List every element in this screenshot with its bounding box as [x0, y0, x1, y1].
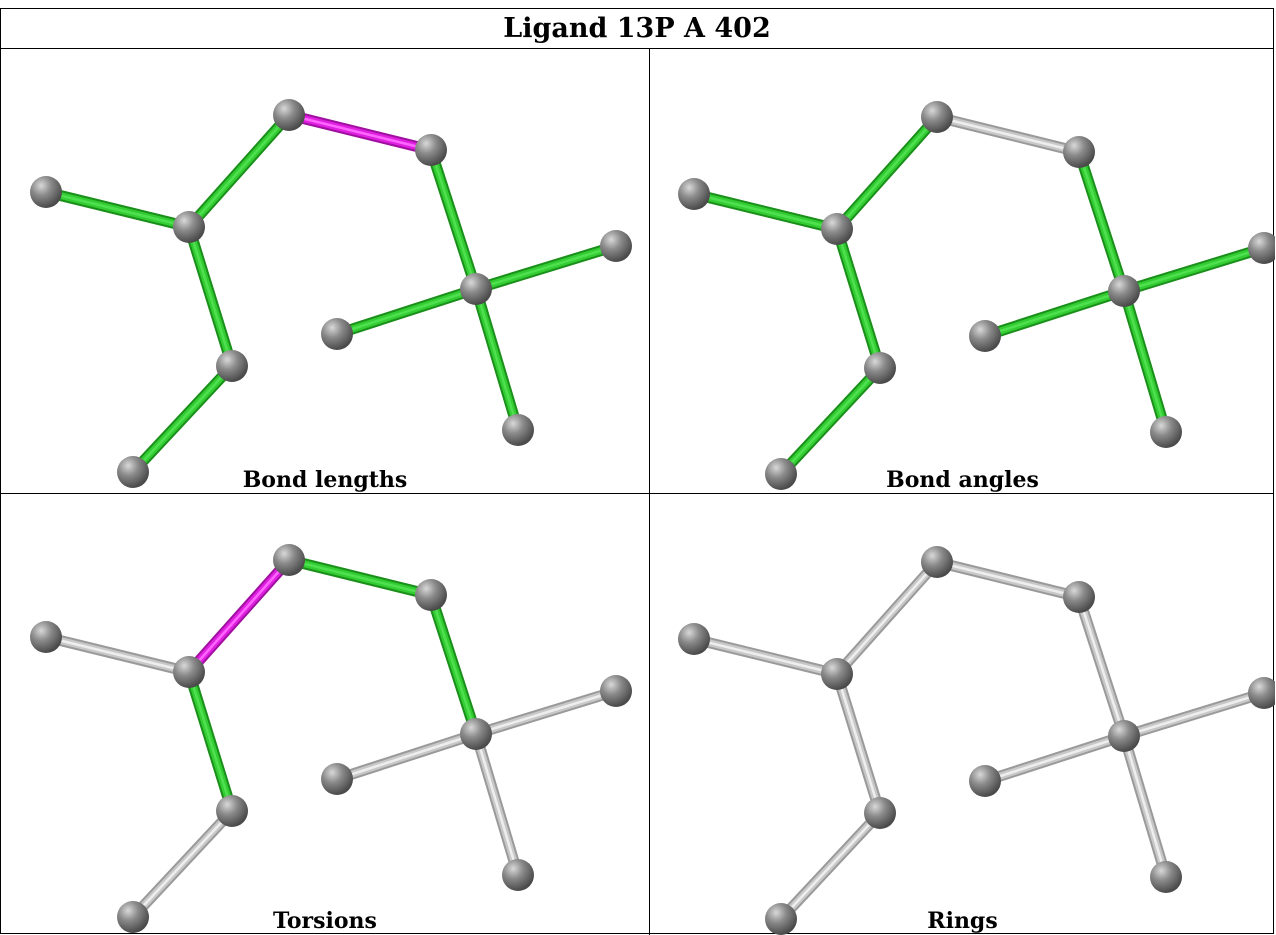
atom-0	[273, 99, 305, 131]
bond-6-highlight	[1122, 691, 1266, 738]
atom-9	[1150, 416, 1182, 448]
bond-4-highlight	[779, 811, 882, 921]
bond-3-highlight	[187, 225, 234, 368]
atom-8	[969, 320, 1001, 352]
atom-8	[321, 318, 353, 350]
bond-7-highlight	[983, 734, 1126, 783]
atom-6	[1108, 275, 1140, 307]
panel-bond-angles: Bond angles	[650, 49, 1275, 493]
atom-1	[1063, 136, 1095, 168]
bond-4-highlight	[779, 366, 882, 476]
bond-3-highlight	[187, 670, 234, 813]
atom-2	[173, 211, 205, 243]
atom-4	[216, 795, 248, 827]
bond-1-highlight	[187, 558, 291, 674]
bond-0-highlight	[935, 560, 1081, 599]
bond-2-highlight	[44, 190, 191, 229]
bond-3-highlight	[835, 227, 882, 370]
atom-9	[502, 859, 534, 891]
molecule-view-bond-lengths	[30, 99, 632, 488]
atom-1	[415, 579, 447, 611]
atom-7	[1248, 677, 1275, 709]
bond-2-highlight	[692, 637, 839, 676]
panel-bond-lengths: Bond lengths	[1, 49, 649, 493]
atom-3	[678, 178, 710, 210]
molecule-view-torsions	[30, 544, 632, 933]
bond-8-highlight	[474, 287, 520, 432]
row-divider	[1, 493, 1273, 494]
atom-7	[600, 230, 632, 262]
atom-4	[216, 350, 248, 382]
atom-1	[415, 134, 447, 166]
atom-8	[969, 765, 1001, 797]
molecule-view-rings	[678, 546, 1275, 935]
panel-caption-rings: Rings	[927, 908, 998, 934]
bond-5-highlight	[1077, 150, 1126, 293]
bond-7-highlight	[335, 732, 478, 781]
atom-6	[460, 273, 492, 305]
bond-0-highlight	[287, 113, 433, 152]
atom-3	[678, 623, 710, 655]
atom-4	[864, 797, 896, 829]
atom-0	[921, 101, 953, 133]
atom-5	[765, 903, 797, 935]
atom-1	[1063, 581, 1095, 613]
bond-6-highlight	[474, 689, 618, 736]
bond-0-highlight	[287, 558, 433, 597]
atom-3	[30, 621, 62, 653]
atom-0	[273, 544, 305, 576]
bond-8-highlight	[1122, 289, 1168, 434]
column-divider	[649, 49, 650, 935]
atom-9	[1150, 861, 1182, 893]
validation-table: Ligand 13P A 402 Bond lengths Bond angle…	[0, 8, 1275, 935]
atom-7	[1248, 232, 1275, 264]
table-title: Ligand 13P A 402	[1, 9, 1273, 49]
atom-7	[600, 675, 632, 707]
atom-4	[864, 352, 896, 384]
atom-3	[30, 176, 62, 208]
bond-5-highlight	[429, 148, 478, 291]
panel-caption-torsions: Torsions	[273, 908, 377, 934]
panel-caption-bond-angles: Bond angles	[886, 467, 1039, 493]
atom-6	[1108, 720, 1140, 752]
bond-7-highlight	[983, 289, 1126, 338]
atom-9	[502, 414, 534, 446]
molecule-view-bond-angles	[678, 101, 1275, 490]
bond-5-highlight	[1077, 595, 1126, 738]
bond-8-highlight	[1122, 734, 1168, 879]
atom-2	[821, 213, 853, 245]
bond-7-highlight	[335, 287, 478, 336]
bond-2-highlight	[44, 635, 191, 674]
panel-rings: Rings	[650, 494, 1275, 935]
bond-2-highlight	[692, 192, 839, 231]
bond-3-highlight	[835, 672, 882, 815]
atom-2	[821, 658, 853, 690]
atom-5	[117, 456, 149, 488]
bond-6-highlight	[474, 244, 618, 291]
atom-0	[921, 546, 953, 578]
bond-1-highlight	[187, 113, 291, 229]
panel-torsions: Torsions	[1, 494, 649, 935]
atom-2	[173, 656, 205, 688]
atom-8	[321, 763, 353, 795]
panel-caption-bond-lengths: Bond lengths	[242, 467, 408, 493]
bond-8-highlight	[474, 732, 520, 877]
bond-1-highlight	[835, 115, 939, 231]
bond-4-highlight	[131, 809, 234, 919]
atom-5	[765, 458, 797, 490]
bond-1-highlight	[835, 560, 939, 676]
atom-5	[117, 901, 149, 933]
bond-0-highlight	[935, 115, 1081, 154]
bond-5-highlight	[429, 593, 478, 736]
bond-6-highlight	[1122, 246, 1266, 293]
bond-4-highlight	[131, 364, 234, 474]
atom-6	[460, 718, 492, 750]
